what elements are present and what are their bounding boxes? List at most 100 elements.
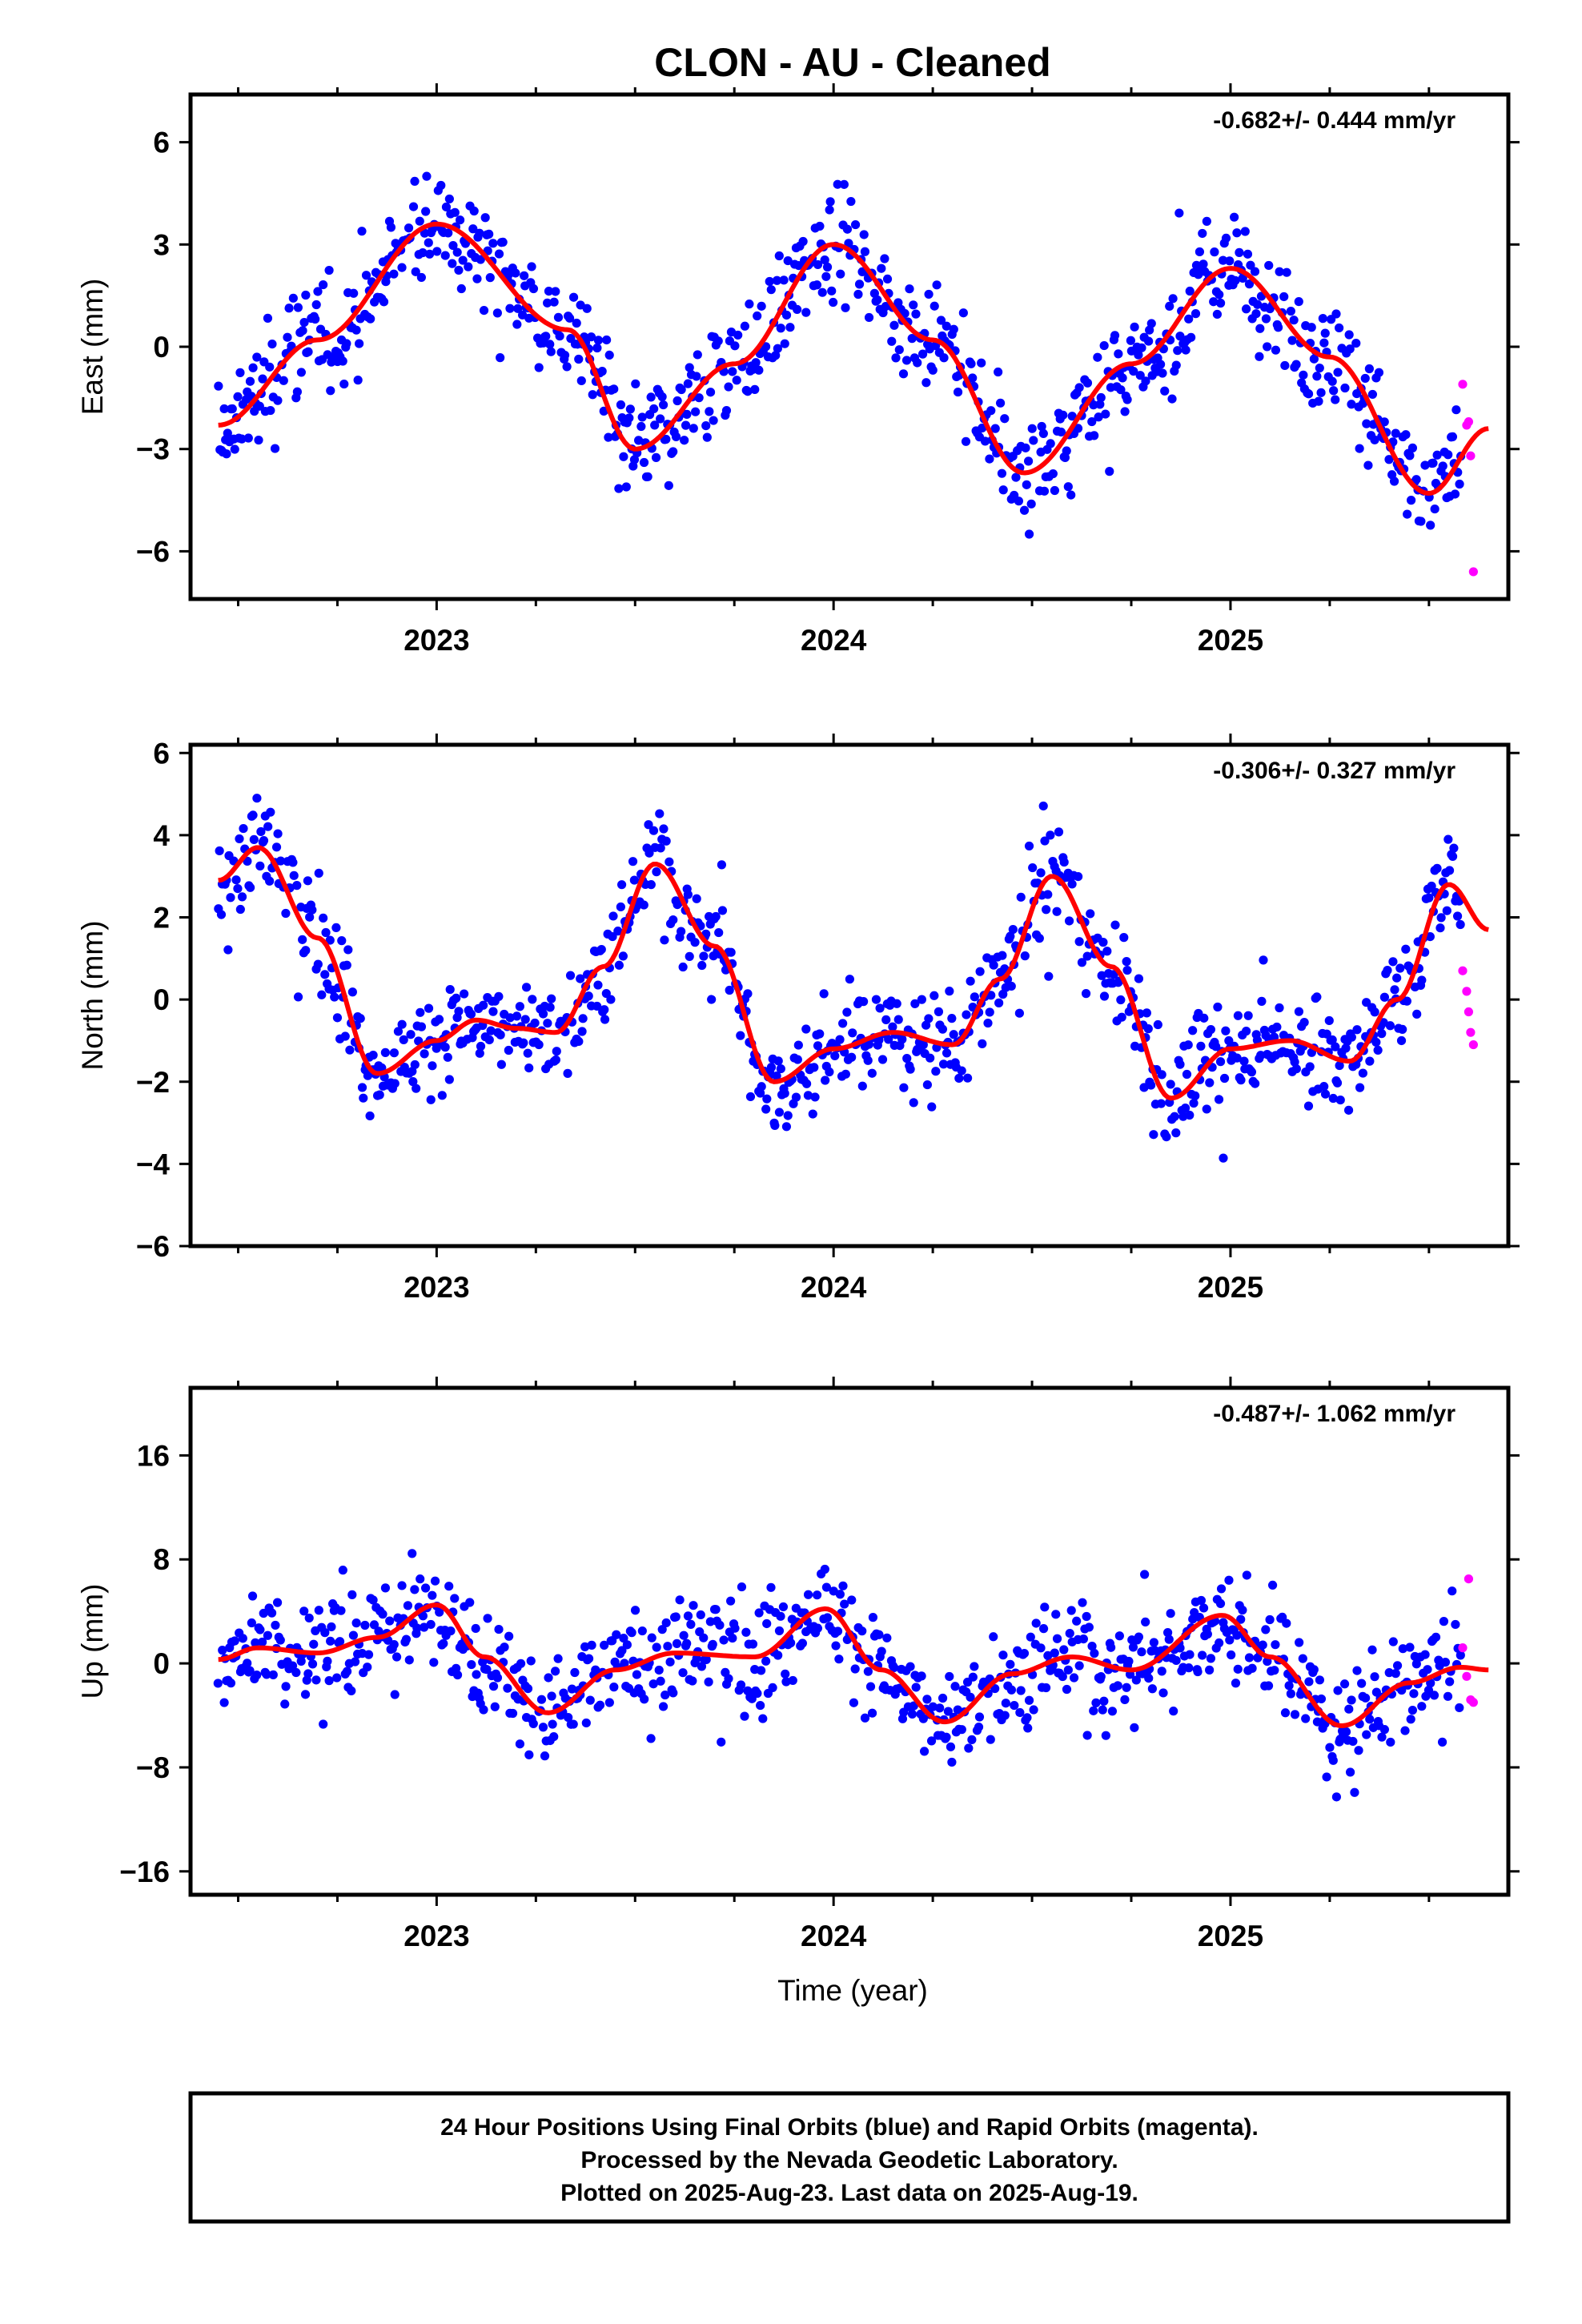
final-orbit-point [1198,1651,1207,1660]
final-orbit-point [1449,843,1459,853]
final-orbit-point [961,436,971,446]
final-orbit-point [1370,1007,1379,1017]
final-orbit-point [1052,907,1062,916]
final-orbit-point [990,424,1000,433]
final-orbit-point [935,1703,945,1713]
final-orbit-point [288,858,298,867]
final-orbit-point [567,1684,577,1694]
final-orbit-point [998,951,1007,960]
final-orbit-point [711,1605,721,1614]
final-orbit-point [565,971,576,980]
y-tick-label: 3 [153,228,170,261]
x-tick-label: 2024 [801,1920,867,1952]
final-orbit-point [847,1052,857,1062]
final-orbit-point [418,1611,428,1621]
final-orbit-point [516,1659,526,1668]
final-orbit-point [780,339,789,348]
final-orbit-point [921,378,931,388]
final-orbit-point [919,1747,930,1756]
final-orbit-point [1142,1008,1151,1018]
final-orbit-point [1180,1104,1191,1113]
final-orbit-point [820,255,829,265]
final-orbit-point [836,269,845,279]
final-orbit-point [368,1050,378,1060]
final-orbit-point [938,1024,948,1034]
final-orbit-points [214,794,1465,1163]
final-orbit-point [478,1657,488,1667]
final-orbit-point [528,1719,538,1729]
final-orbit-point [1051,1610,1061,1619]
final-orbit-point [630,1606,640,1615]
final-orbit-point [1073,424,1083,433]
y-tick-label: 4 [153,819,170,852]
final-orbit-point [637,1626,647,1636]
final-orbit-point [582,304,592,313]
final-orbit-point [408,1067,417,1076]
final-orbit-point [355,339,364,348]
final-orbit-point [652,1642,661,1652]
final-orbit-point [215,846,224,856]
final-orbit-point [773,344,782,353]
final-orbit-point [762,1618,772,1629]
final-orbit-point [1160,386,1170,396]
final-orbit-point [1065,1628,1074,1638]
final-orbit-point [299,1606,309,1616]
final-orbit-point [448,259,457,268]
final-orbit-point [715,1620,725,1630]
final-orbit-point [622,1640,632,1650]
final-orbit-point [563,1068,572,1078]
final-orbit-point [430,1576,440,1586]
final-orbit-point [1379,417,1389,427]
final-orbit-point [730,341,740,351]
x-tick-label: 2023 [404,624,469,657]
final-orbit-point [1036,1643,1046,1653]
x-tick-label: 2023 [404,1271,469,1304]
final-orbit-point [1243,249,1253,259]
final-orbit-point [1243,1011,1253,1020]
final-orbit-point [1097,971,1106,980]
final-orbit-point [899,1083,909,1092]
final-orbit-point [765,276,774,287]
final-orbit-point [340,1031,350,1041]
final-orbit-point [1263,342,1272,352]
final-orbit-point [1406,1715,1415,1724]
final-orbit-point [633,436,644,445]
final-orbit-point [1082,951,1092,961]
final-orbit-point [585,1695,595,1705]
final-orbit-point [1331,309,1341,319]
final-orbit-point [705,388,716,397]
final-orbit-point [771,351,781,360]
final-orbit-point [717,906,728,915]
final-orbit-point [926,1053,935,1063]
final-orbit-point [690,938,700,947]
final-orbit-point [350,1657,360,1667]
final-orbit-point [1189,1098,1199,1108]
final-orbit-point [1074,871,1083,882]
final-orbit-point [1315,363,1324,373]
final-orbit-point [905,284,914,294]
rapid-orbit-point [1466,1027,1476,1037]
final-orbit-point [841,1069,850,1079]
rapid-orbit-point [1464,417,1474,427]
final-orbit-point [998,485,1008,495]
final-orbit-point [717,1737,726,1747]
final-orbit-point [874,1630,884,1639]
final-orbit-point [1147,1684,1157,1694]
final-orbit-point [1327,1035,1337,1045]
final-orbit-point [1365,1715,1375,1724]
final-orbit-point [1450,489,1460,499]
final-orbit-point [268,1670,278,1679]
final-orbit-point [483,1614,492,1623]
final-orbit-point [1298,1654,1307,1663]
final-orbit-point [909,300,918,310]
final-orbit-point [1314,396,1323,406]
final-orbit-point [652,867,661,877]
final-orbit-point [420,1049,429,1059]
final-orbit-point [1166,1080,1175,1089]
final-orbit-point [880,254,889,263]
final-orbit-point [428,1590,437,1600]
final-orbit-point [1106,1642,1116,1652]
final-orbit-point [1391,1669,1400,1679]
final-orbit-point [1255,352,1264,361]
final-orbit-point [218,1646,227,1655]
